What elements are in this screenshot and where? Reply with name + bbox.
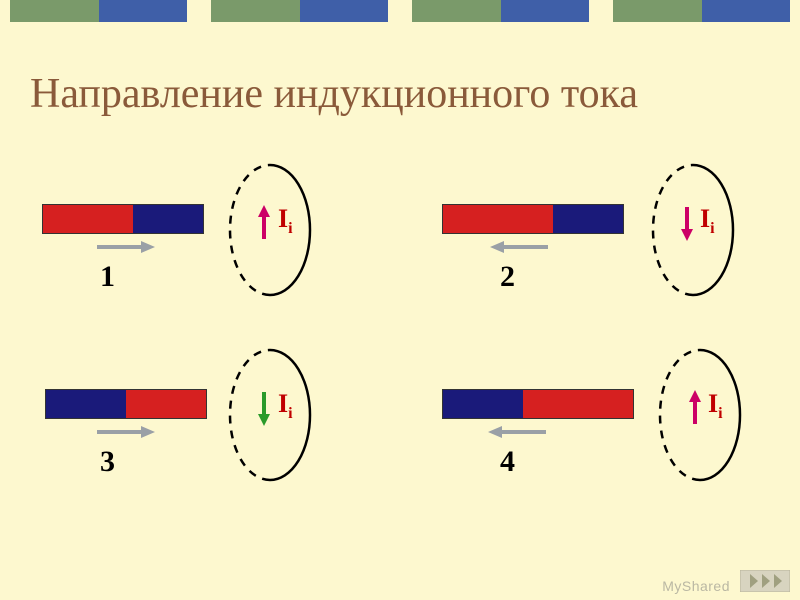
- diagram-1: 1 Ii: [0, 160, 400, 350]
- motion-arrow: [95, 240, 155, 254]
- induced-current-arrow: [680, 205, 694, 241]
- slide-page: Направление индукционного тока 1 Ii2 Ii3…: [0, 0, 800, 600]
- induced-current-arrow: [688, 390, 702, 426]
- induced-current-arrow: [257, 390, 271, 426]
- current-label: Ii: [278, 204, 293, 238]
- motion-arrow: [490, 240, 550, 254]
- current-label: Ii: [278, 389, 293, 423]
- topbar-segment: [10, 0, 187, 22]
- diagram-number: 1: [100, 260, 115, 294]
- next-nav-arrows[interactable]: [740, 570, 790, 592]
- bar-magnet: [45, 389, 207, 419]
- bar-magnet: [442, 389, 634, 419]
- bar-magnet: [442, 204, 624, 234]
- diagram-number: 4: [500, 445, 515, 479]
- diagram-number: 3: [100, 445, 115, 479]
- bar-magnet: [42, 204, 204, 234]
- topbar-segment: [613, 0, 790, 22]
- current-label: Ii: [700, 204, 715, 238]
- motion-arrow: [95, 425, 155, 439]
- topbar-segment: [211, 0, 388, 22]
- page-title: Направление индукционного тока: [30, 70, 638, 118]
- decorative-topbar: [0, 0, 800, 24]
- induced-current-arrow: [257, 205, 271, 241]
- diagram-number: 2: [500, 260, 515, 294]
- watermark: MyShared: [662, 578, 730, 594]
- diagram-2: 2 Ii: [400, 160, 800, 350]
- topbar-segment: [412, 0, 589, 22]
- diagram-3: 3 Ii: [0, 345, 400, 535]
- diagram-grid: 1 Ii2 Ii3 Ii4 Ii: [0, 150, 800, 530]
- current-label: Ii: [708, 389, 723, 423]
- motion-arrow: [488, 425, 548, 439]
- diagram-4: 4 Ii: [400, 345, 800, 535]
